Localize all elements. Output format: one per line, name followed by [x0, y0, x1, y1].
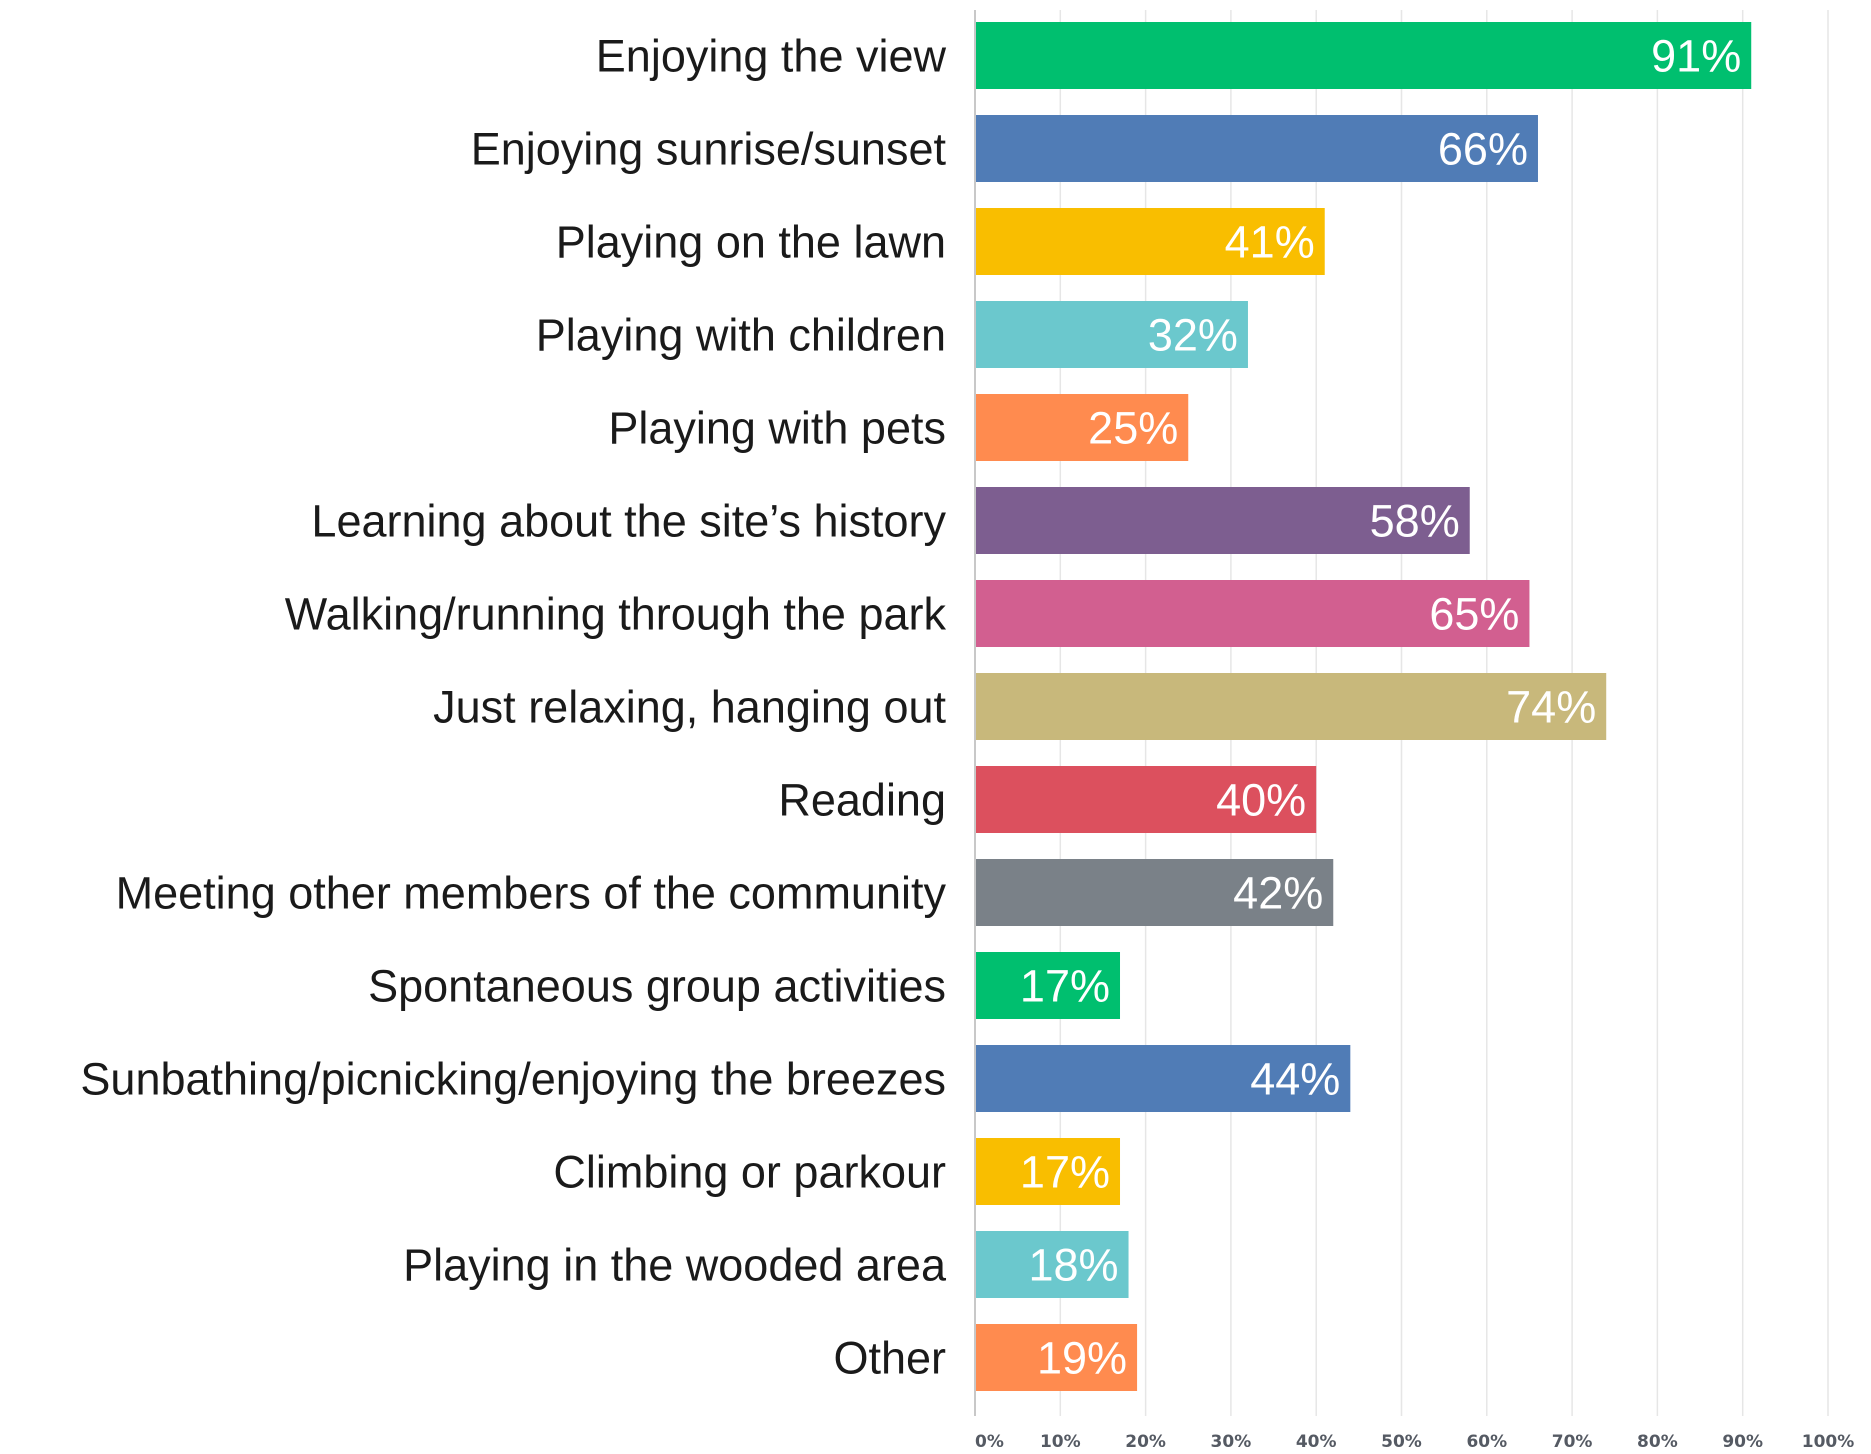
bar — [975, 301, 1248, 368]
value-label: 18% — [1028, 1240, 1118, 1291]
x-tick-label: 0% — [975, 1432, 1004, 1452]
bar — [975, 1138, 1121, 1205]
x-tick-label: 10% — [1040, 1432, 1081, 1452]
category-label: Other — [833, 1333, 946, 1384]
bar — [975, 859, 1334, 926]
x-tick-label: 100% — [1802, 1432, 1855, 1452]
category-label: Sunbathing/picnicking/enjoying the breez… — [80, 1054, 946, 1105]
category-label: Learning about the site’s history — [311, 496, 946, 547]
x-axis-ticks: 0% 10% 20% 30% 40% 50% 60% 70% 80% 90% 100% — [975, 1432, 1854, 1452]
value-label: 91% — [1651, 31, 1741, 82]
category-label: Playing with pets — [608, 403, 946, 454]
value-label: 17% — [1020, 961, 1110, 1012]
category-label: Enjoying the view — [596, 31, 947, 82]
bar — [975, 22, 1752, 89]
x-tick-label: 50% — [1381, 1432, 1422, 1452]
bar — [975, 673, 1607, 740]
bar — [975, 580, 1530, 647]
category-labels: Enjoying the view Enjoying sunrise/sunset… — [80, 31, 947, 1384]
value-label: 40% — [1216, 775, 1306, 826]
bar — [975, 1045, 1351, 1112]
category-label: Meeting other members of the community — [116, 868, 947, 919]
x-tick-label: 70% — [1552, 1432, 1593, 1452]
bars: 91% 66% 41% 32% 25% 58% 65% 74% 40% 42% 17% 44% 17% 1… — [975, 22, 1752, 1391]
bar — [975, 208, 1325, 275]
category-label: Reading — [778, 775, 946, 826]
value-label: 17% — [1020, 1147, 1110, 1198]
category-label: Playing on the lawn — [556, 217, 946, 268]
value-label: 66% — [1438, 124, 1528, 175]
x-tick-label: 40% — [1296, 1432, 1337, 1452]
value-label: 74% — [1506, 682, 1596, 733]
category-label: Spontaneous group activities — [368, 961, 946, 1012]
x-tick-label: 20% — [1125, 1432, 1166, 1452]
x-tick-label: 90% — [1722, 1432, 1763, 1452]
category-label: Enjoying sunrise/sunset — [471, 124, 947, 175]
bar — [975, 1231, 1129, 1298]
value-label: 41% — [1225, 217, 1315, 268]
category-label: Climbing or parkour — [553, 1147, 946, 1198]
value-label: 44% — [1250, 1054, 1340, 1105]
bar — [975, 394, 1189, 461]
value-label: 42% — [1233, 868, 1323, 919]
bar — [975, 487, 1470, 554]
value-label: 25% — [1088, 403, 1178, 454]
category-label: Playing with children — [536, 310, 946, 361]
bar — [975, 766, 1317, 833]
category-label: Playing in the wooded area — [403, 1240, 947, 1291]
value-label: 19% — [1037, 1333, 1127, 1384]
bar — [975, 952, 1121, 1019]
bar — [975, 1324, 1138, 1391]
x-tick-label: 80% — [1637, 1432, 1678, 1452]
bar — [975, 115, 1538, 182]
x-tick-label: 30% — [1211, 1432, 1252, 1452]
value-label: 58% — [1370, 496, 1460, 547]
category-label: Just relaxing, hanging out — [433, 682, 946, 733]
category-label: Walking/running through the park — [285, 589, 947, 640]
value-label: 32% — [1148, 310, 1238, 361]
x-tick-label: 60% — [1466, 1432, 1507, 1452]
value-label: 65% — [1429, 589, 1519, 640]
